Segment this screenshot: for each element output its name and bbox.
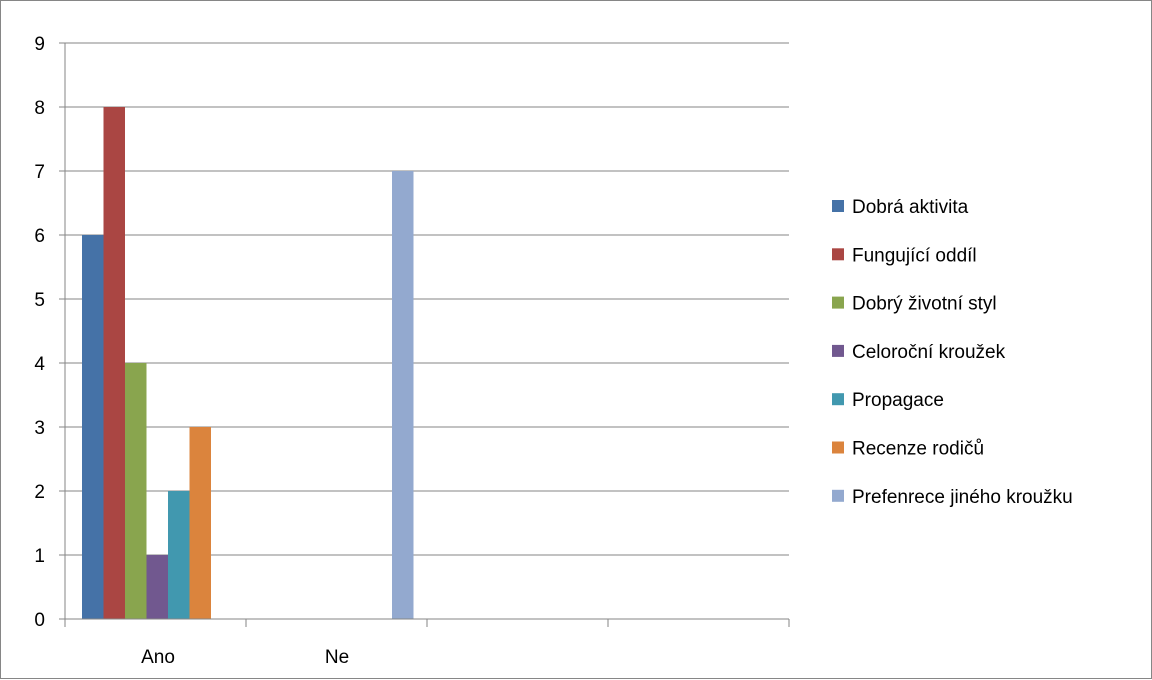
bar-fungující-oddíl-0 — [103, 107, 125, 619]
y-tick-label: 9 — [34, 34, 45, 55]
axes — [59, 42, 790, 627]
gridlines — [65, 42, 789, 556]
legend-label: Dobrý životní styl — [852, 294, 997, 315]
y-tick-label: 7 — [34, 162, 45, 183]
x-category-label: Ne — [325, 647, 349, 668]
y-tick-label: 0 — [34, 610, 45, 631]
y-tick-label: 6 — [34, 226, 45, 247]
bar-celoroční-kroužek-0 — [146, 555, 168, 619]
legend-label: Celoroční kroužek — [852, 342, 1006, 363]
legend-label: Fungující oddíl — [852, 245, 977, 266]
legend-label: Prefenrece jiného kroužku — [852, 487, 1073, 508]
bar-dobrý-životní-styl-0 — [125, 363, 147, 619]
y-tick-label: 4 — [34, 354, 45, 375]
axis-labels: 0 1 2 3 4 5 6 7 8 9 Ano Ne — [34, 34, 349, 668]
y-tick-label: 2 — [34, 482, 45, 503]
bar-prefenrece-jiného-kroužku-1 — [392, 171, 414, 619]
legend-swatch — [832, 441, 844, 454]
bar-propagace-0 — [168, 491, 190, 619]
legend-swatch — [832, 296, 844, 309]
legend-swatch — [832, 248, 844, 261]
bar-dobrá-aktivita-0 — [82, 235, 104, 619]
y-tick-label: 3 — [34, 418, 45, 439]
y-tick-label: 8 — [34, 98, 45, 119]
bars — [82, 107, 414, 619]
y-tick-label: 1 — [34, 546, 45, 567]
legend: Dobrá aktivita Fungující oddíl Dobrý život… — [832, 197, 1073, 508]
y-tick-label: 5 — [34, 290, 45, 311]
legend-label: Dobrá aktivita — [852, 197, 969, 218]
bar-recenze-rodičů-0 — [189, 427, 211, 619]
legend-swatch — [832, 393, 844, 406]
x-category-label: Ano — [141, 647, 175, 668]
legend-label: Propagace — [852, 390, 944, 411]
legend-swatch — [832, 489, 844, 502]
legend-swatch — [832, 200, 844, 212]
legend-label: Recenze rodičů — [852, 439, 984, 460]
legend-swatch — [832, 344, 844, 357]
